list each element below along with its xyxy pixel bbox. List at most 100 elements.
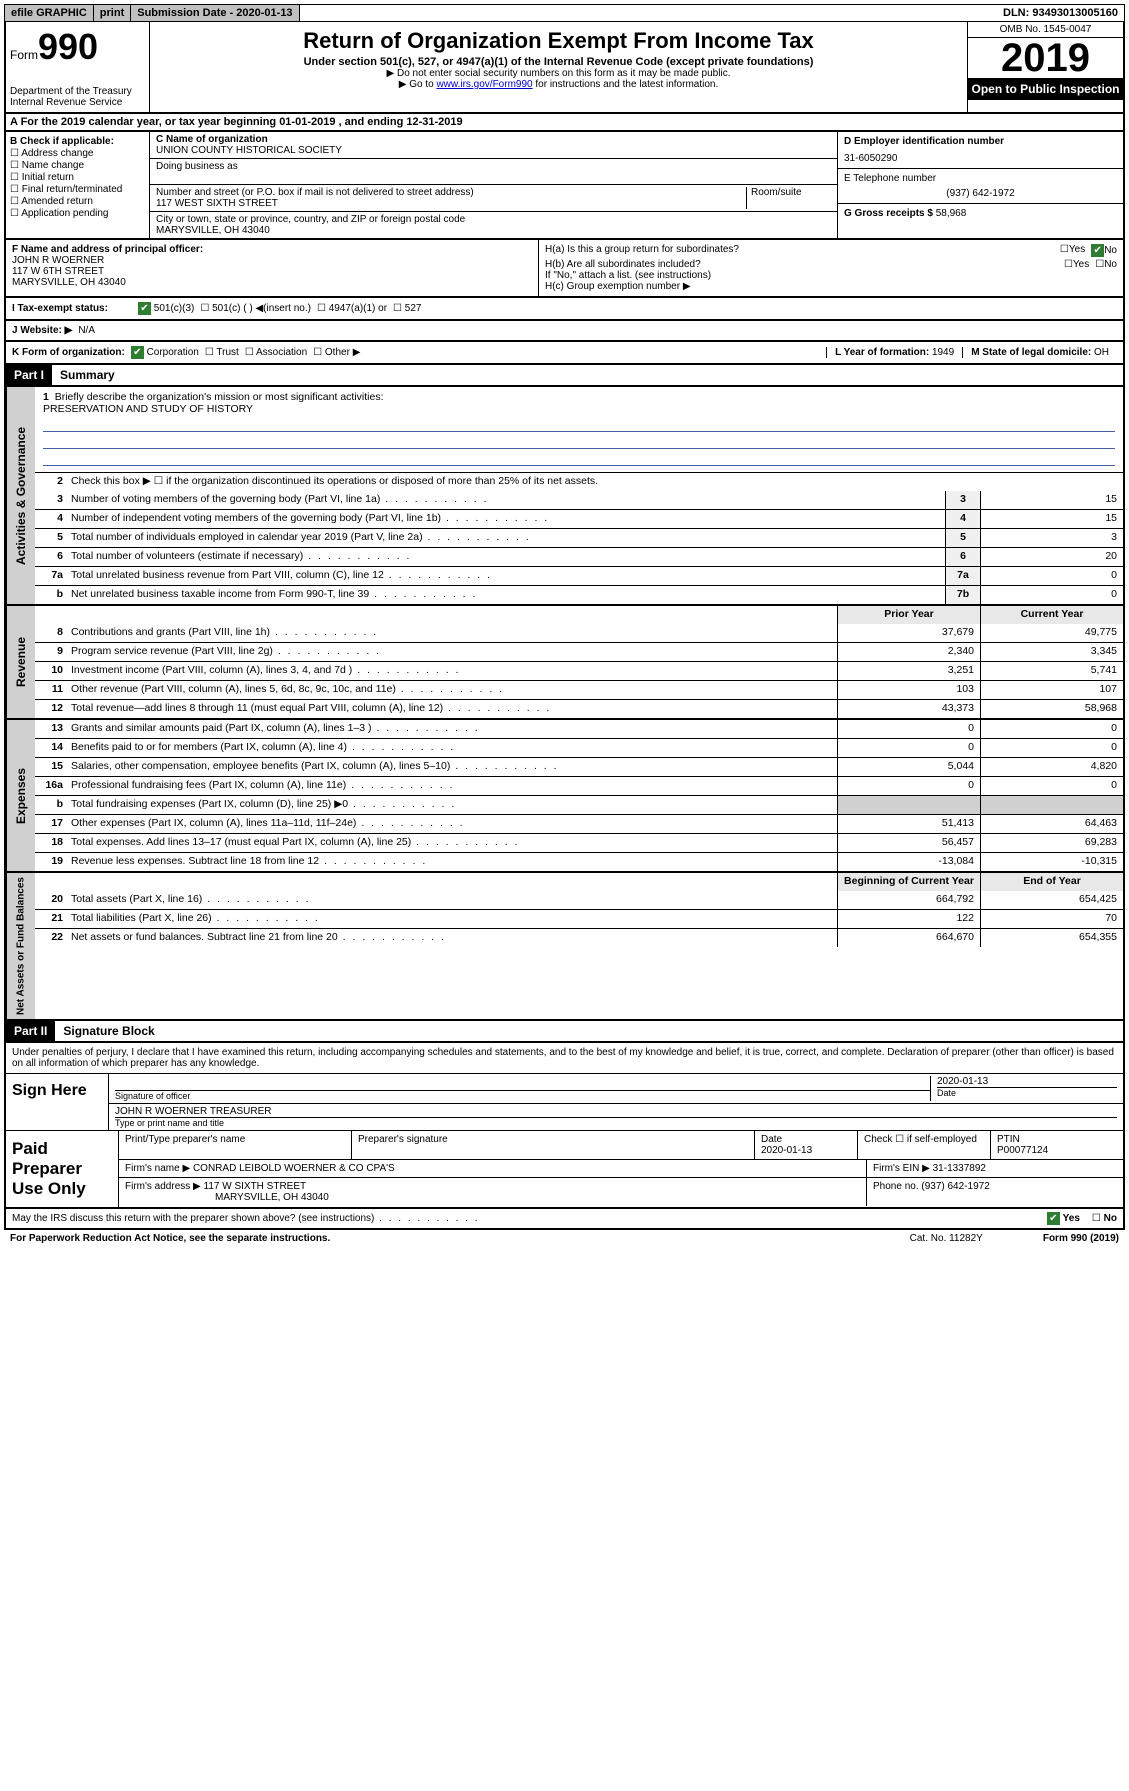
discuss-yes[interactable]: ✔ Yes bbox=[1047, 1212, 1080, 1225]
print-button[interactable]: print bbox=[94, 5, 131, 21]
revenue-section: Revenue Prior Year Current Year 8Contrib… bbox=[4, 606, 1125, 720]
tab-expenses: Expenses bbox=[6, 720, 35, 871]
cb-501c3[interactable]: ✔ 501(c)(3) bbox=[138, 302, 194, 315]
submission-date-value: 2020-01-13 bbox=[236, 7, 292, 19]
dln-value: 93493013005160 bbox=[1032, 7, 1118, 19]
dba-cell: Doing business as bbox=[150, 159, 837, 185]
tax-exempt-label: I Tax-exempt status: bbox=[12, 303, 132, 314]
part2-title: Signature Block bbox=[55, 1021, 162, 1041]
summary-line: 13Grants and similar amounts paid (Part … bbox=[35, 720, 1123, 738]
section-b-label: B Check if applicable: bbox=[10, 136, 145, 147]
cb-association[interactable]: ☐ Association bbox=[245, 347, 307, 358]
cb-other[interactable]: ☐ Other ▶ bbox=[313, 347, 360, 358]
part1-bar: Part I Summary bbox=[4, 365, 1125, 387]
cb-corporation[interactable]: ✔ Corporation bbox=[131, 346, 199, 359]
firm-ein-label: Firm's EIN ▶ bbox=[873, 1163, 930, 1174]
signature-block: Under penalties of perjury, I declare th… bbox=[4, 1043, 1125, 1209]
paid-preparer-section: Paid Preparer Use Only Print/Type prepar… bbox=[6, 1131, 1123, 1207]
mission-rule bbox=[43, 417, 1115, 432]
summary-line: 7aTotal unrelated business revenue from … bbox=[35, 566, 1123, 585]
open-to-public-badge: Open to Public Inspection bbox=[968, 78, 1123, 100]
col-prior-year: Prior Year bbox=[837, 606, 980, 624]
summary-line: 21Total liabilities (Part X, line 26)122… bbox=[35, 909, 1123, 928]
h-a-yes-label: Yes bbox=[1069, 244, 1085, 255]
street-cell: Number and street (or P.O. box if mail i… bbox=[150, 185, 837, 212]
cb-application-pending[interactable]: ☐ Application pending bbox=[10, 208, 145, 219]
h-b-note: If "No," attach a list. (see instruction… bbox=[545, 270, 1117, 281]
summary-line: 6Total number of volunteers (estimate if… bbox=[35, 547, 1123, 566]
net-assets-section: Net Assets or Fund Balances Beginning of… bbox=[4, 873, 1125, 1021]
form-footer-label: Form 990 (2019) bbox=[1043, 1233, 1119, 1244]
officer-label: F Name and address of principal officer: bbox=[12, 244, 532, 255]
signature-date-value: 2020-01-13 bbox=[937, 1076, 1117, 1087]
mission-block: 1 Briefly describe the organization's mi… bbox=[35, 387, 1123, 472]
dln-cell: DLN: 93493013005160 bbox=[997, 5, 1124, 21]
form-header: Form990 Department of the Treasury Inter… bbox=[4, 22, 1125, 114]
cb-address-change[interactable]: ☐ Address change bbox=[10, 148, 145, 159]
sign-here-label: Sign Here bbox=[6, 1074, 109, 1130]
section-c: C Name of organization UNION COUNTY HIST… bbox=[150, 132, 838, 238]
irs-form990-link[interactable]: www.irs.gov/Form990 bbox=[436, 79, 532, 90]
gross-receipts-label: G Gross receipts $ bbox=[844, 208, 936, 219]
cb-527-label: 527 bbox=[405, 303, 422, 314]
revenue-col-headers: Prior Year Current Year bbox=[35, 606, 1123, 624]
summary-line: 9Program service revenue (Part VIII, lin… bbox=[35, 642, 1123, 661]
cb-trust[interactable]: ☐ Trust bbox=[205, 347, 239, 358]
tab-net-assets: Net Assets or Fund Balances bbox=[6, 873, 35, 1019]
summary-line: 14Benefits paid to or for members (Part … bbox=[35, 738, 1123, 757]
cb-501c-label: 501(c) ( ) ◀(insert no.) bbox=[212, 303, 311, 314]
catalog-number: Cat. No. 11282Y bbox=[910, 1233, 983, 1244]
dept-treasury: Department of the Treasury bbox=[10, 86, 145, 97]
mission-value: PRESERVATION AND STUDY OF HISTORY bbox=[43, 403, 253, 415]
h-b-no[interactable]: ☐No bbox=[1095, 259, 1117, 270]
type-name-label: Type or print name and title bbox=[115, 1117, 1117, 1128]
cb-527[interactable]: ☐ 527 bbox=[393, 303, 421, 314]
ein-cell: D Employer identification number 31-6050… bbox=[838, 132, 1123, 169]
ptin-value: P00077124 bbox=[997, 1145, 1048, 1156]
entity-block: B Check if applicable: ☐ Address change … bbox=[4, 132, 1125, 240]
cb-501c[interactable]: ☐ 501(c) ( ) ◀(insert no.) bbox=[200, 303, 311, 314]
irs-label: Internal Revenue Service bbox=[10, 97, 145, 108]
self-employed-check[interactable]: Check ☐ if self-employed bbox=[858, 1131, 991, 1159]
prep-date-label: Date bbox=[761, 1134, 782, 1145]
section-i: I Tax-exempt status: ✔ 501(c)(3) ☐ 501(c… bbox=[4, 298, 1125, 321]
cb-final-return[interactable]: ☐ Final return/terminated bbox=[10, 184, 145, 195]
cb-name-change[interactable]: ☐ Name change bbox=[10, 160, 145, 171]
h-b-yes[interactable]: ☐Yes bbox=[1064, 259, 1089, 270]
h-a-yes[interactable]: ☐Yes bbox=[1060, 244, 1085, 257]
ein-value: 31-6050290 bbox=[844, 153, 1117, 164]
mission-rule bbox=[43, 434, 1115, 449]
gross-receipts-value: 58,968 bbox=[936, 208, 967, 219]
phone-label: E Telephone number bbox=[844, 173, 1117, 184]
summary-line: 17Other expenses (Part IX, column (A), l… bbox=[35, 814, 1123, 833]
summary-line: 11Other revenue (Part VIII, column (A), … bbox=[35, 680, 1123, 699]
ptin-label: PTIN bbox=[997, 1134, 1020, 1145]
city-cell: City or town, state or province, country… bbox=[150, 212, 837, 238]
activities-governance-section: Activities & Governance 1 Briefly descri… bbox=[4, 387, 1125, 606]
efile-graphic-button[interactable]: efile GRAPHIC bbox=[5, 5, 94, 21]
discuss-no-label: No bbox=[1104, 1213, 1117, 1224]
header-right: OMB No. 1545-0047 2019 Open to Public In… bbox=[967, 22, 1123, 112]
header-center: Return of Organization Exempt From Incom… bbox=[150, 22, 967, 112]
col-current-year: Current Year bbox=[980, 606, 1123, 624]
tax-year: 2019 bbox=[968, 38, 1123, 78]
h-a-no[interactable]: ✔No bbox=[1091, 244, 1117, 257]
cb-assoc-label: Association bbox=[256, 347, 307, 358]
state-domicile-value: OH bbox=[1094, 347, 1109, 358]
net-col-headers: Beginning of Current Year End of Year bbox=[35, 873, 1123, 891]
cb-amended-return[interactable]: ☐ Amended return bbox=[10, 196, 145, 207]
section-b-checkboxes: B Check if applicable: ☐ Address change … bbox=[6, 132, 150, 238]
mission-label: Briefly describe the organization's miss… bbox=[55, 391, 384, 403]
room-suite-label: Room/suite bbox=[746, 187, 831, 209]
cb-4947-label: 4947(a)(1) or bbox=[329, 303, 387, 314]
cb-trust-label: Trust bbox=[216, 347, 238, 358]
form-label: Form bbox=[10, 48, 38, 62]
discuss-no[interactable]: ☐ No bbox=[1092, 1213, 1117, 1224]
sign-here-row: Sign Here Signature of officer 2020-01-1… bbox=[6, 1074, 1123, 1131]
cb-initial-return[interactable]: ☐ Initial return bbox=[10, 172, 145, 183]
summary-line: bNet unrelated business taxable income f… bbox=[35, 585, 1123, 604]
prep-date-value: 2020-01-13 bbox=[761, 1145, 812, 1156]
dln-label: DLN: bbox=[1003, 7, 1032, 19]
cb-corp-label: Corporation bbox=[147, 347, 199, 358]
cb-4947[interactable]: ☐ 4947(a)(1) or bbox=[317, 303, 387, 314]
